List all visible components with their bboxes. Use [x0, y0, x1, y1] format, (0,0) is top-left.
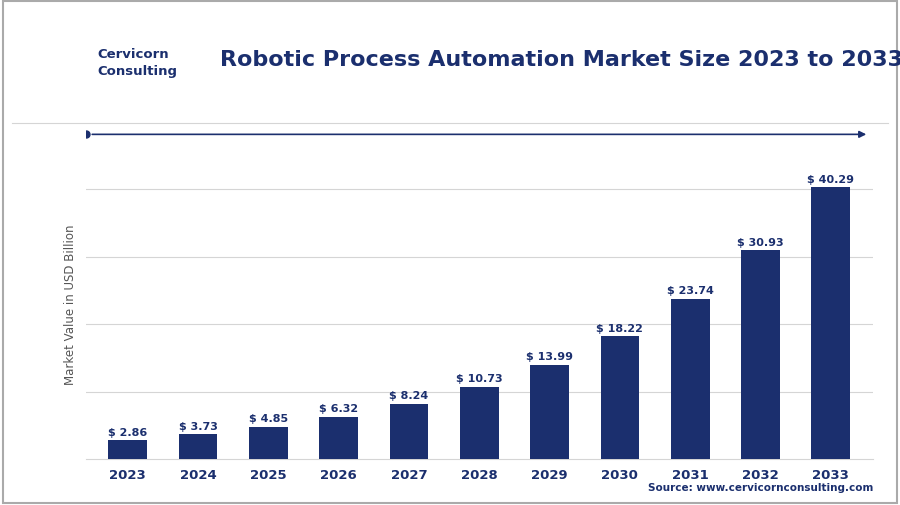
Text: $ 8.24: $ 8.24: [390, 390, 428, 400]
Text: $ 2.86: $ 2.86: [108, 427, 148, 437]
Bar: [108, 440, 147, 460]
Y-axis label: Market Value in USD Billion: Market Value in USD Billion: [64, 224, 77, 384]
Bar: [320, 417, 358, 460]
Text: Source: www.cervicornconsulting.com: Source: www.cervicornconsulting.com: [648, 482, 873, 492]
Text: Robotic Process Automation Market Size 2023 to 2033: Robotic Process Automation Market Size 2…: [220, 49, 900, 70]
Bar: [670, 299, 709, 460]
Bar: [390, 404, 428, 460]
Text: $ 30.93: $ 30.93: [737, 237, 784, 247]
Bar: [530, 365, 569, 460]
Text: $ 10.73: $ 10.73: [456, 374, 502, 384]
Text: Cervicorn
Consulting: Cervicorn Consulting: [97, 48, 177, 78]
Text: $ 4.85: $ 4.85: [248, 414, 288, 423]
Bar: [742, 250, 779, 460]
Bar: [460, 387, 499, 460]
Text: $ 13.99: $ 13.99: [526, 352, 573, 362]
Bar: [179, 434, 217, 460]
Bar: [249, 427, 288, 460]
Bar: [600, 336, 639, 460]
Text: $ 18.22: $ 18.22: [597, 323, 644, 333]
Text: $ 40.29: $ 40.29: [807, 174, 854, 184]
Bar: [812, 187, 850, 460]
Text: $ 23.74: $ 23.74: [667, 286, 714, 296]
Text: $ 3.73: $ 3.73: [178, 421, 218, 431]
Text: $ 6.32: $ 6.32: [320, 403, 358, 414]
